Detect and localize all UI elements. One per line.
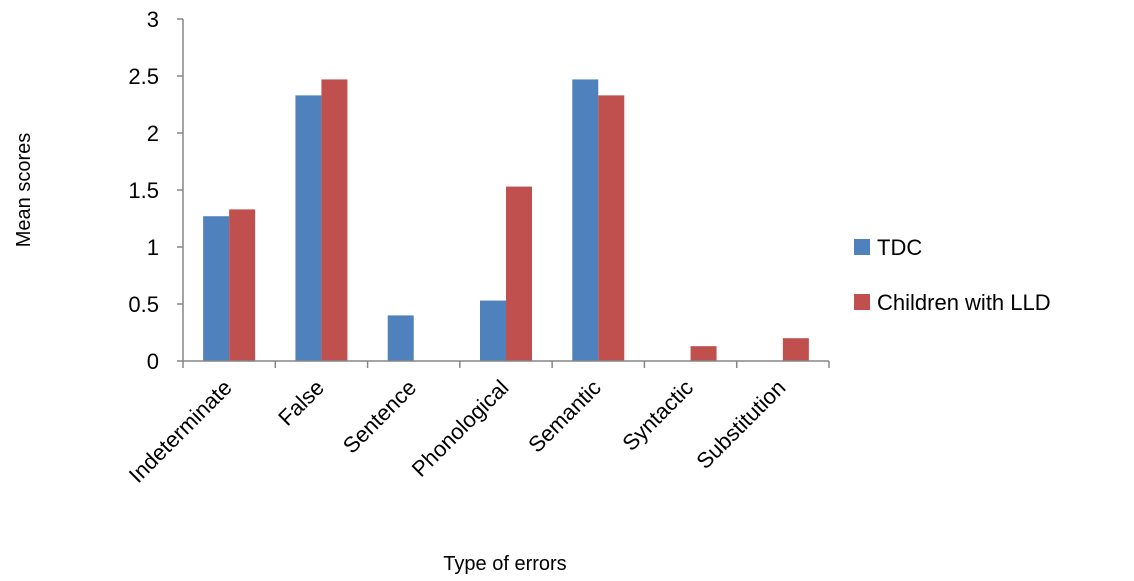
bar-tdc — [387, 315, 414, 361]
x-tick-label: Substitution — [691, 375, 790, 474]
y-tick-label: 0 — [147, 349, 159, 374]
y-tick-label: 1.5 — [128, 178, 159, 203]
legend-swatch — [854, 239, 870, 255]
y-tick-label: 0.5 — [128, 292, 159, 317]
bar-tdc — [203, 216, 230, 361]
bar-lld — [598, 95, 625, 361]
bar-tdc — [480, 300, 506, 361]
bar-tdc — [572, 79, 599, 362]
x-tick-label: Semantic — [523, 375, 606, 458]
bar-lld — [321, 79, 348, 362]
bar-lld — [690, 346, 717, 361]
x-axis-title: Type of errors — [443, 553, 566, 575]
bars-group — [203, 79, 809, 362]
legend: TDC Children with LLD — [854, 235, 1051, 315]
bar-lld — [506, 186, 532, 361]
y-axis-title: Mean scores — [13, 133, 35, 248]
y-tick-label: 3 — [147, 7, 159, 32]
bar-lld — [229, 209, 256, 361]
legend-swatch — [854, 294, 870, 310]
legend-label: Children with LLD — [877, 290, 1051, 315]
x-tick-label: Indeterminate — [124, 375, 237, 488]
y-tick-label: 2 — [147, 121, 159, 146]
y-ticks-group: 0 0.5 1 1.5 2 2.5 3 — [128, 7, 183, 374]
y-tick-label: 1 — [147, 235, 159, 260]
x-tick-label: Sentence — [338, 375, 421, 458]
x-tick-label: Syntactic — [617, 375, 698, 456]
bar-tdc — [295, 95, 322, 361]
y-tick-label: 2.5 — [128, 64, 159, 89]
legend-label: TDC — [877, 235, 922, 260]
x-tick-label: Phonological — [407, 375, 514, 482]
x-tick-label: False — [273, 375, 329, 431]
bar-lld — [782, 338, 809, 361]
